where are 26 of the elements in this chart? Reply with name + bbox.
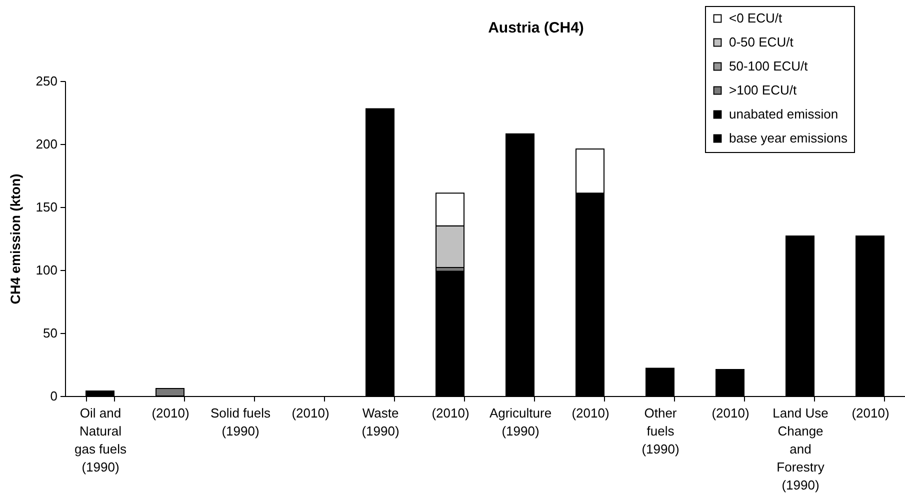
x-tick-label: Oil and Natural gas fuels (1990)	[74, 406, 128, 474]
y-axis-title: CH4 emission (kton)	[8, 174, 23, 304]
x-tick-label: (2010)	[152, 406, 190, 420]
chart-title: Austria (CH4)	[488, 20, 584, 36]
x-tick-label: Solid fuels (1990)	[210, 406, 271, 438]
x-tick-label: (2010)	[852, 406, 890, 420]
x-tick-label: (2010)	[712, 406, 750, 420]
legend-label: 0-50 ECU/t	[729, 34, 794, 50]
y-tick-label: 250	[36, 74, 58, 88]
x-tick-label: Waste (1990)	[362, 406, 400, 438]
legend-label: base year emissions	[729, 130, 848, 146]
x-tick-label: Agriculture (1990)	[489, 406, 552, 438]
x-tick-label: Other fuels (1990)	[642, 406, 680, 456]
x-tick-label: (2010)	[432, 406, 470, 420]
y-tick-label: 50	[43, 326, 58, 340]
x-tick-label: (2010)	[292, 406, 330, 420]
y-tick-label: 200	[36, 136, 58, 152]
y-tick-label: 0	[50, 388, 58, 404]
legend-label: 50-100 ECU/t	[729, 58, 808, 74]
x-tick-label: Land Use Change and Forestry (1990)	[772, 406, 828, 492]
legend-label: unabated emission	[729, 106, 838, 122]
y-tick-label: 150	[36, 200, 58, 214]
legend-label: <0 ECU/t	[729, 10, 782, 26]
x-tick-label: (2010)	[572, 406, 610, 420]
legend-label: >100 ECU/t	[729, 82, 797, 98]
y-tick-label: 100	[36, 262, 58, 278]
